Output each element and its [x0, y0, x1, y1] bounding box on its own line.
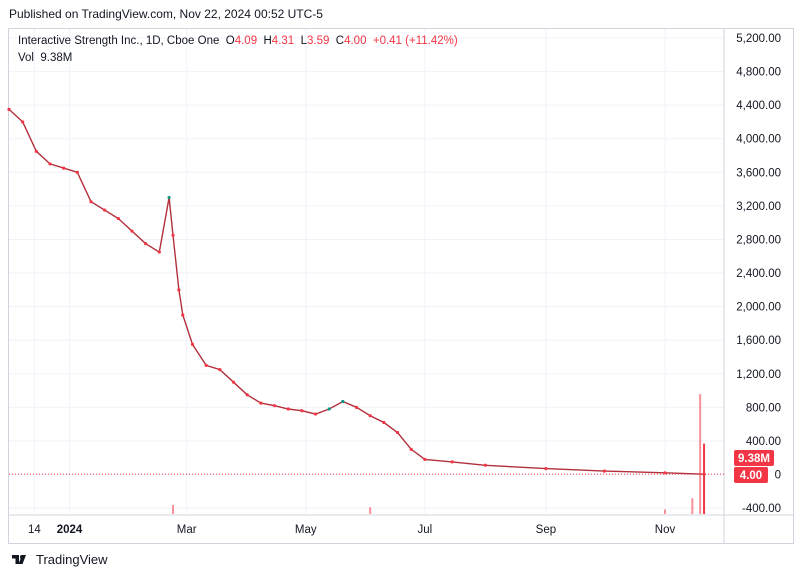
price-point — [7, 107, 11, 111]
price-point — [382, 420, 386, 425]
price-point — [395, 430, 400, 435]
x-tick-label: Sep — [536, 524, 556, 536]
chart-frame[interactable] — [8, 28, 794, 544]
price-point — [167, 195, 171, 200]
x-tick-label: May — [295, 524, 317, 536]
price-point — [663, 471, 667, 475]
price-point — [204, 363, 208, 367]
price-point — [259, 401, 263, 405]
volume-bar — [369, 507, 372, 514]
published-note: Published on TradingView.com, Nov 22, 20… — [9, 7, 323, 21]
volume-value: 9.38M — [40, 52, 73, 64]
legend-close-value: 4.00 — [344, 35, 367, 47]
volume-bar — [691, 498, 694, 514]
price-point — [190, 342, 195, 346]
y-tick-label: 4,400.00 — [736, 100, 781, 112]
y-tick-label: 2,800.00 — [736, 234, 781, 246]
y-tick-label: 4,000.00 — [736, 134, 781, 146]
tradingview-logo-icon — [12, 554, 26, 564]
price-point — [130, 229, 134, 233]
price-point — [89, 200, 93, 204]
price-point — [177, 288, 181, 292]
price-point — [423, 457, 427, 461]
price-point — [286, 407, 290, 411]
price-point — [602, 469, 607, 473]
price-point — [327, 407, 331, 411]
x-tick-label: Jul — [418, 524, 433, 536]
volume-bar — [172, 505, 174, 514]
price-point — [21, 120, 25, 124]
legend-open-label: O — [225, 35, 235, 47]
y-tick-label: 400.00 — [746, 436, 781, 448]
legend-low-value: 3.59 — [306, 35, 330, 47]
volume-bar — [703, 443, 706, 514]
legend-symbol: Interactive Strength Inc., 1D, Cboe One — [18, 35, 220, 47]
legend-high-label: H — [263, 35, 272, 47]
price-point — [171, 233, 175, 237]
y-tick-label: 1,200.00 — [736, 369, 781, 381]
price-point — [483, 463, 487, 467]
price-point — [116, 216, 120, 221]
legend-low-label: L — [300, 35, 307, 47]
price-point — [48, 162, 52, 166]
price-point — [409, 447, 413, 451]
price-point — [272, 404, 277, 408]
price-series-line — [8, 108, 705, 475]
price-point — [34, 149, 38, 153]
volume-bar — [699, 394, 702, 514]
y-tick-label: 2,400.00 — [736, 268, 781, 280]
footer-brand-label: TradingView — [36, 552, 108, 567]
price-point — [544, 467, 548, 471]
price-point — [144, 242, 148, 246]
y-tick-label: 0 — [775, 470, 781, 482]
y-tick-label: 3,200.00 — [736, 201, 781, 213]
price-point — [354, 405, 359, 409]
y-tick-label: -400.00 — [742, 503, 781, 515]
x-tick-label: Nov — [655, 524, 676, 536]
legend-high-value: 4.31 — [271, 35, 295, 47]
y-tick-label: 2,000.00 — [736, 302, 781, 314]
volume-bar — [664, 509, 666, 514]
volume-badge: 9.38M — [738, 453, 770, 465]
price-point — [368, 414, 372, 418]
y-tick-label: 4,800.00 — [736, 67, 781, 79]
legend-close-label: C — [335, 35, 345, 47]
volume-label: Vol — [18, 52, 34, 64]
legend-change: +0.41 (+11.42%) — [372, 35, 458, 47]
price-point — [75, 170, 79, 174]
y-tick-label: 800.00 — [746, 402, 781, 414]
price-point — [157, 250, 161, 254]
legend-open-value: 4.09 — [234, 35, 258, 47]
price-point — [181, 313, 185, 317]
x-tick-label: 2024 — [57, 524, 83, 536]
y-tick-label: 5,200.00 — [736, 33, 781, 45]
y-tick-label: 1,600.00 — [736, 335, 781, 347]
footer-brand[interactable]: TradingView — [10, 552, 108, 567]
price-point — [300, 409, 304, 413]
chart-legend: Interactive Strength Inc., 1D, Cboe One … — [18, 35, 458, 47]
x-tick-label: 14 — [28, 524, 41, 536]
price-point — [62, 166, 66, 170]
price-point — [313, 412, 318, 416]
price-point — [103, 208, 107, 212]
volume-badge-box — [734, 450, 774, 466]
price-point — [218, 367, 222, 372]
price-badge: 4.00 — [740, 470, 762, 482]
price-point — [231, 380, 236, 384]
price-badge-box — [734, 467, 768, 483]
y-tick-label: 3,600.00 — [736, 167, 781, 179]
price-point — [450, 460, 454, 464]
x-tick-label: Mar — [177, 524, 197, 536]
price-point — [245, 393, 249, 397]
price-point — [341, 399, 345, 404]
volume-legend: Vol 9.38M — [18, 52, 72, 64]
